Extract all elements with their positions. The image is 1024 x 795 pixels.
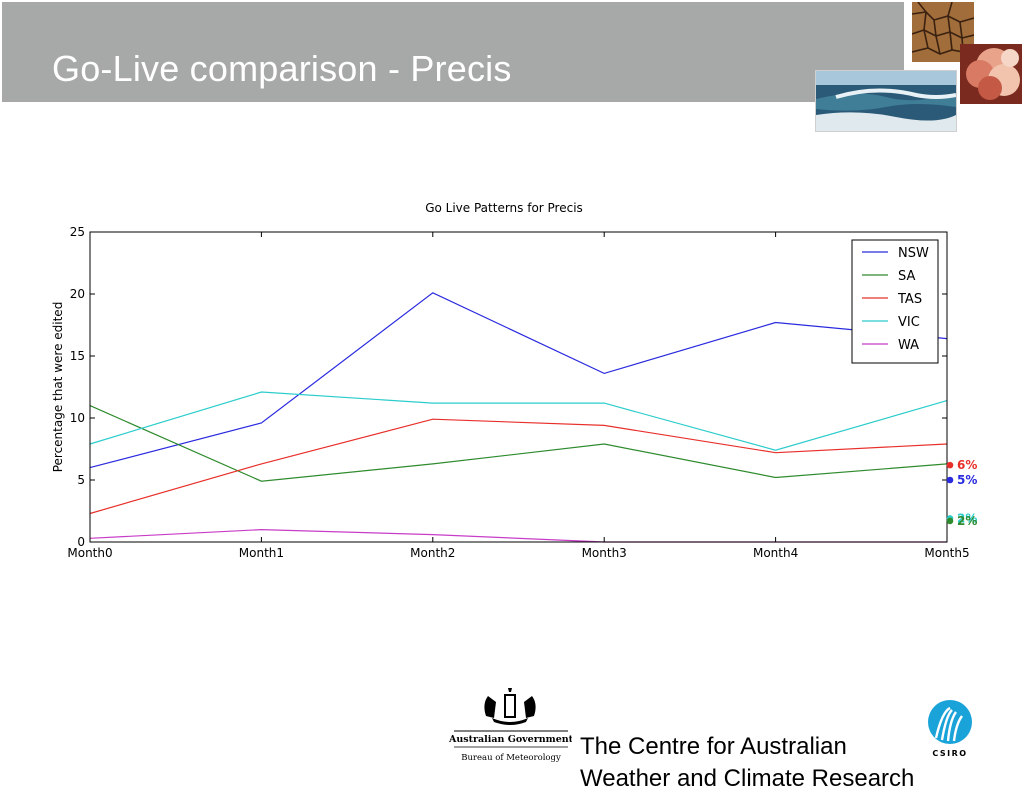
page-title: Go-Live comparison - Precis <box>52 48 512 89</box>
x-tick-label: Month5 <box>924 546 969 560</box>
csiro-wordmark: CSIRO <box>932 749 967 758</box>
x-tick-label: Month2 <box>410 546 455 560</box>
y-tick-label: 15 <box>70 349 85 363</box>
y-axis-label: Percentage that were edited <box>51 302 65 473</box>
y-tick-label: 0 <box>77 535 85 549</box>
annotation-dot-tas <box>946 461 954 469</box>
y-tick-label: 25 <box>70 225 85 239</box>
x-tick-label: Month3 <box>582 546 627 560</box>
series-line-sa <box>89 405 948 482</box>
series-line-tas <box>89 418 948 515</box>
australian-government-logo: Australian Government Bureau of Meteorol… <box>448 688 572 763</box>
chart-title: Go Live Patterns for Precis <box>425 201 583 215</box>
x-tick-label: Month0 <box>67 546 112 560</box>
x-tick-label: Month4 <box>753 546 798 560</box>
storm-clouds-photo <box>960 44 1022 104</box>
title-bar: Go-Live comparison - Precis <box>2 2 904 102</box>
bureau-name: Bureau of Meteorology <box>461 753 561 763</box>
annotation-dot-sa <box>946 517 954 525</box>
line-chart: Go Live Patterns for Precis Percentage t… <box>51 201 977 560</box>
x-tick-label: Month1 <box>239 546 284 560</box>
legend-label-sa: SA <box>898 269 915 284</box>
legend-label-vic: VIC <box>898 315 920 330</box>
coat-of-arms-icon <box>484 688 536 725</box>
series-line-wa <box>89 528 947 543</box>
annotation-label-vic: 2% <box>957 511 977 525</box>
plot-frame <box>89 231 948 543</box>
series-line-vic <box>89 391 948 451</box>
footer-text: The Centre for Australian Weather and Cl… <box>580 731 914 795</box>
y-tick-label: 5 <box>77 473 85 487</box>
annotation-dot-nsw <box>946 476 954 484</box>
footer-text-line2: Weather and Climate Research <box>580 765 915 792</box>
ocean-wave-photo <box>815 70 957 132</box>
annotation-label-sa: 2% <box>957 514 977 528</box>
y-tick-label: 20 <box>70 287 85 301</box>
y-tick-label: 10 <box>70 411 85 425</box>
legend-label-wa: WA <box>898 338 919 353</box>
annotation-label-nsw: 5% <box>957 473 977 487</box>
legend-label-nsw: NSW <box>898 246 929 261</box>
chart-legend: NSW SA TAS VIC WA <box>851 239 939 364</box>
annotation-label-tas: 6% <box>957 458 977 472</box>
legend-label-tas: TAS <box>897 292 922 307</box>
csiro-logo: CSIRO <box>928 700 972 758</box>
legend-frame <box>851 239 939 364</box>
government-name: Australian Government <box>448 734 572 745</box>
footer-text-line1: The Centre for Australian <box>580 733 847 760</box>
series-line-nsw <box>89 292 948 469</box>
